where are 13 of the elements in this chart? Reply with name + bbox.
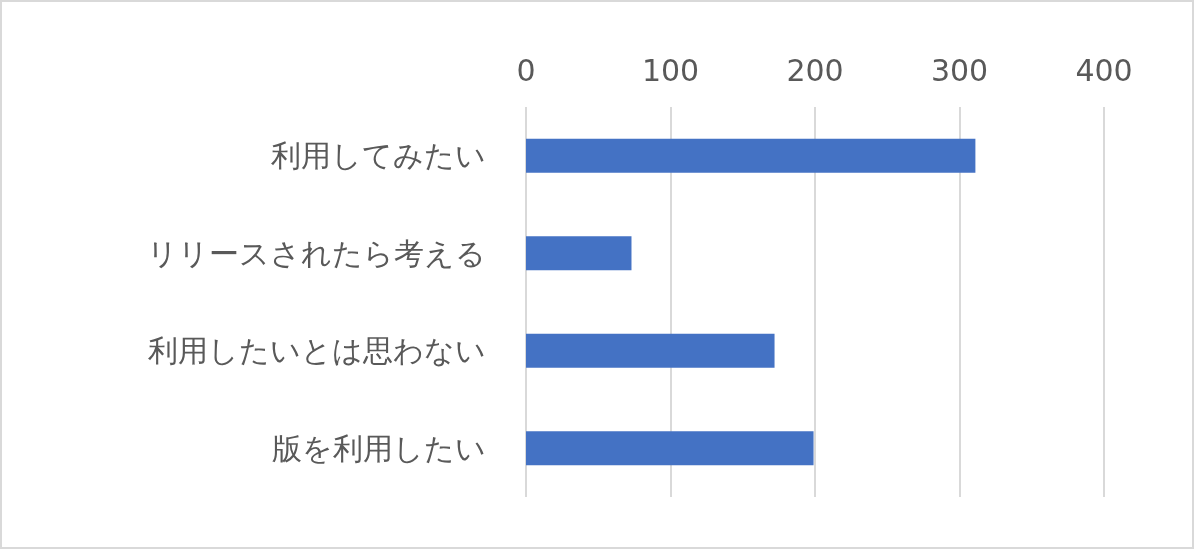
x-tick-label: 100 bbox=[641, 52, 700, 88]
bar bbox=[526, 236, 632, 271]
y-tick-label: 利用してみたい bbox=[271, 138, 486, 174]
x-tick-label: 300 bbox=[930, 52, 989, 88]
x-tick-label: 0 bbox=[516, 52, 536, 88]
x-tick-label: 400 bbox=[1075, 52, 1133, 88]
bar bbox=[526, 138, 976, 173]
y-tick-label: 版を利用したい bbox=[272, 430, 486, 466]
y-tick-label: リリースされたら考える bbox=[147, 235, 486, 271]
bar bbox=[526, 333, 775, 368]
y-tick-label: 利用したいとは思わない bbox=[148, 333, 486, 369]
x-tick-label: 200 bbox=[786, 52, 844, 88]
bar bbox=[526, 431, 814, 466]
